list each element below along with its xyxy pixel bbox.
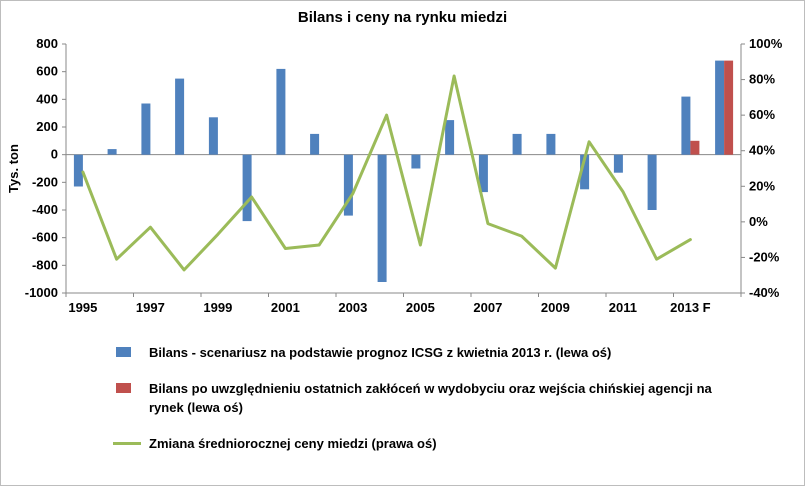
legend-item-balance-adjusted: Bilans po uwzględnieniu ostatnich zakłóc… (113, 379, 753, 417)
legend-item-balance-scenario: Bilans - scenariusz na podstawie prognoz… (113, 343, 753, 362)
right-axis-tick-label: -20% (749, 249, 780, 264)
legend-swatch-cell (113, 343, 141, 357)
x-axis-tick-label: 2011 (609, 300, 637, 315)
bar-bilans-icsg-2009 (546, 133, 556, 155)
bar-bilans-icsg-2002 (310, 133, 320, 155)
red-bar-swatch-icon (116, 383, 131, 393)
x-axis-tick-label: 2009 (541, 300, 570, 315)
right-axis-tick-label: 20% (749, 178, 775, 193)
left-axis-tick-label: -200 (32, 174, 58, 189)
bar-bilans-icsg-2008 (512, 133, 522, 155)
x-axis-tick-label: 1997 (136, 300, 165, 315)
bar-bilans-icsg-1997 (141, 103, 151, 155)
copper-balance-price-chart: 800 600 400 200 0 -200 -400 -600 -800 -1000 100% 80… (6, 36, 783, 315)
right-axis-tick-label: 60% (749, 107, 775, 122)
right-axis-tick-label: 100% (749, 36, 783, 51)
bar-bilans-icsg-1999 (208, 117, 218, 155)
x-axis-tick-label: 1999 (203, 300, 232, 315)
bar-bilans-zaklocenia-2014 F (724, 60, 734, 155)
blue-bar-swatch-icon (116, 347, 131, 357)
x-axis-tick-label: 2005 (406, 300, 435, 315)
x-axis-tick-label: 1995 (68, 300, 97, 315)
chart-title: Bilans i ceny na rynku miedzi (297, 9, 508, 26)
legend-swatch-cell (113, 379, 141, 393)
bar-bilans-icsg-2013 F (681, 96, 691, 155)
left-axis-tick-label: 600 (36, 64, 58, 79)
bar-bilans-icsg-1998 (175, 78, 185, 155)
legend-label-balance-scenario: Bilans - scenariusz na podstawie prognoz… (149, 345, 612, 360)
bar-bilans-icsg-1995 (73, 154, 83, 187)
x-axis-tick-label: 2001 (271, 300, 300, 315)
legend-label-balance-adjusted: Bilans po uwzględnieniu ostatnich zakłóc… (149, 381, 712, 415)
bar-bilans-icsg-1996 (107, 149, 117, 155)
bar-bilans-icsg-2006 (445, 120, 455, 155)
x-axis-tick-label: 2003 (338, 300, 367, 315)
bar-bilans-icsg-2005 (411, 154, 421, 169)
x-axis-tick-label: 2007 (473, 300, 502, 315)
line-zmiana-ceny-miedzi (81, 74, 692, 272)
bar-bilans-icsg-2007 (478, 154, 488, 193)
bar-bilans-icsg-2011 (613, 154, 623, 173)
bar-bilans-icsg-2014 F (715, 60, 725, 155)
left-axis-tick-label: 200 (36, 119, 58, 134)
chart-legend: Bilans - scenariusz na podstawie prognoz… (113, 343, 753, 470)
left-axis-tick-label: 0 (51, 147, 58, 162)
bar-bilans-icsg-2001 (276, 68, 286, 155)
left-axis-tick-label: 400 (36, 91, 58, 106)
right-axis-tick-label: 40% (749, 143, 775, 158)
bar-bilans-icsg-2000 (242, 154, 252, 222)
legend-label-price-change: Zmiana średniorocznej ceny miedzi (prawa… (149, 436, 437, 451)
x-axis-tick-label: 2013 F (670, 300, 711, 315)
bar-bilans-icsg-2012 (647, 154, 657, 210)
green-line-swatch-icon (113, 442, 141, 445)
legend-swatch-cell (113, 434, 141, 445)
bar-bilans-icsg-2010 (580, 154, 590, 190)
series-bilans-icsg (73, 60, 725, 282)
left-axis-tick-label: -400 (32, 202, 58, 217)
series-bilans-zaklocenia (690, 60, 734, 155)
bar-bilans-zaklocenia-2013 F (690, 140, 700, 155)
right-axis-tick-label: 80% (749, 72, 775, 87)
left-axis-title: Tys. ton (6, 144, 21, 193)
left-axis-tick-label: -800 (32, 257, 58, 272)
left-axis-tick-label: -1000 (25, 285, 58, 300)
left-axis-tick-label: 800 (36, 36, 58, 51)
left-axis-tick-label: -600 (32, 230, 58, 245)
legend-item-price-change: Zmiana średniorocznej ceny miedzi (prawa… (113, 434, 753, 453)
right-axis-tick-label: -40% (749, 285, 780, 300)
bar-bilans-icsg-2003 (343, 154, 353, 216)
right-axis-tick-label: 0% (749, 214, 768, 229)
bar-bilans-icsg-2004 (377, 154, 387, 282)
